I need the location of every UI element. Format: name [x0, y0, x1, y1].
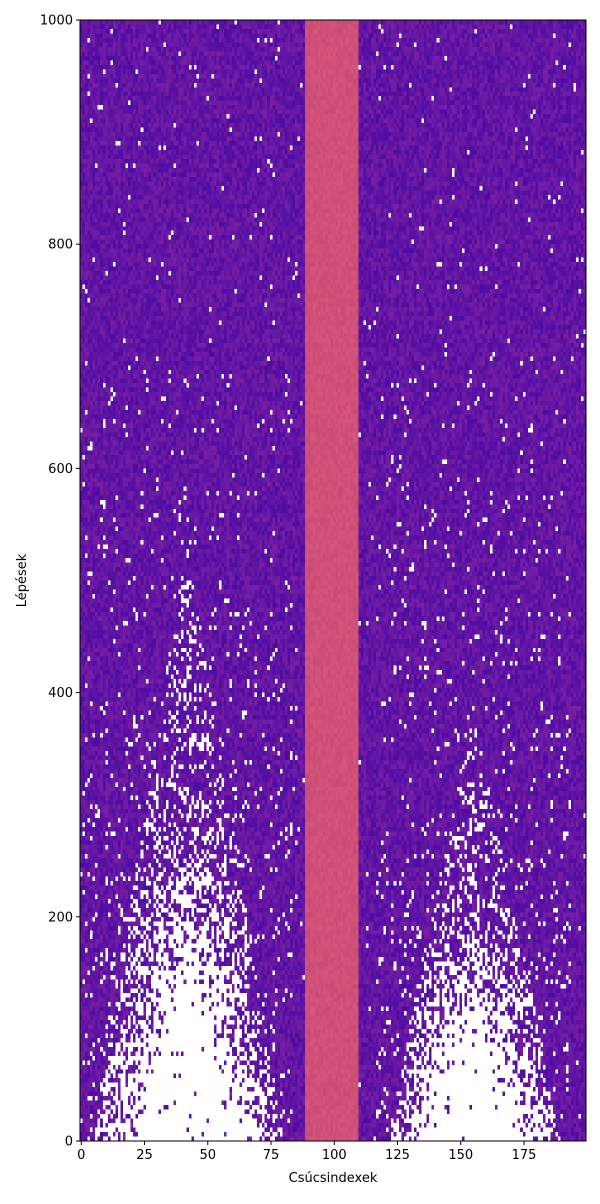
x-tick-label: 125: [385, 1148, 410, 1163]
y-tick-label: 800: [48, 238, 73, 253]
x-tick-label: 50: [199, 1148, 216, 1163]
x-axis-label: Csúcsindexek: [289, 1171, 378, 1186]
x-tick-label: 150: [448, 1148, 473, 1163]
y-tick-label: 600: [48, 462, 73, 477]
heatmap-cells: [80, 20, 586, 1141]
x-tick-label: 0: [77, 1148, 85, 1163]
y-tick-label: 400: [48, 686, 73, 701]
x-tick-label: 100: [322, 1148, 347, 1163]
plot-area: [80, 20, 586, 1141]
x-axis: 0 25 50 75 100 125 150 175: [77, 1141, 536, 1163]
plot-frame: [79, 19, 587, 1142]
y-axis-label: Lépések: [15, 553, 30, 607]
x-tick-label: 75: [263, 1148, 280, 1163]
y-axis: 0 200 400 600 800 1000: [40, 14, 80, 1150]
y-tick-label: 200: [48, 910, 73, 925]
x-tick-label: 175: [512, 1148, 537, 1163]
x-tick-label: 25: [136, 1148, 153, 1163]
y-tick-label: 1000: [40, 14, 73, 29]
y-tick-label: 0: [65, 1135, 73, 1150]
